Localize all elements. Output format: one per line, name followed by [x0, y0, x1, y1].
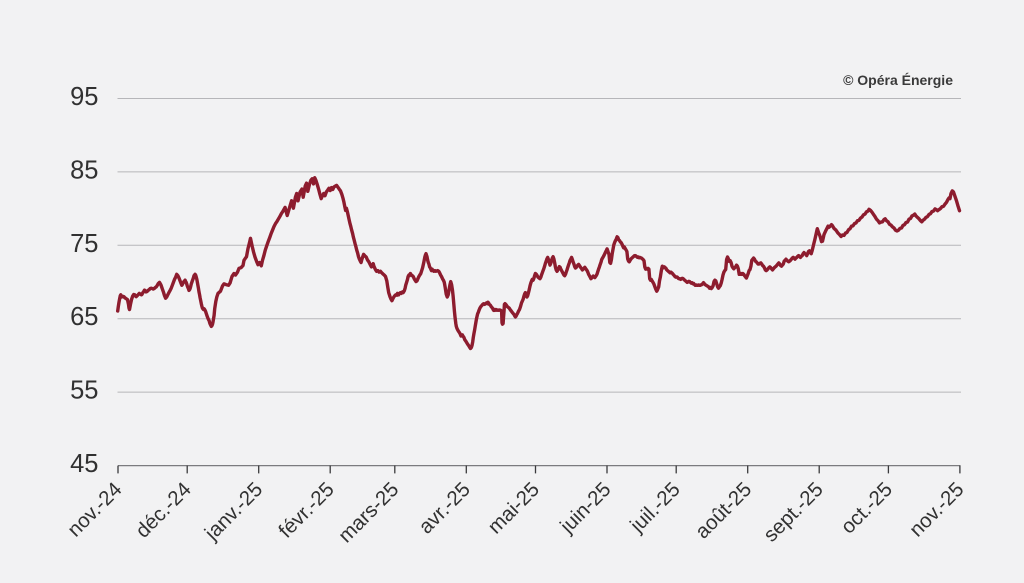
svg-text:55: 55: [70, 377, 98, 405]
svg-text:© Opéra Énergie: © Opéra Énergie: [843, 72, 953, 88]
svg-text:mars-25: mars-25: [334, 478, 403, 547]
svg-text:95: 95: [70, 83, 98, 111]
svg-text:85: 85: [70, 156, 98, 184]
svg-text:juin-25: juin-25: [555, 478, 615, 538]
svg-text:65: 65: [70, 303, 98, 331]
svg-text:août-25: août-25: [691, 478, 756, 543]
svg-text:févr.-25: févr.-25: [274, 478, 339, 543]
svg-text:janv.-25: janv.-25: [200, 478, 267, 545]
svg-text:nov.-25: nov.-25: [905, 478, 969, 542]
svg-text:oct.-25: oct.-25: [836, 478, 897, 539]
svg-text:déc.-24: déc.-24: [131, 478, 196, 543]
svg-text:nov.-24: nov.-24: [63, 478, 127, 542]
svg-text:75: 75: [70, 230, 98, 258]
svg-text:avr.-25: avr.-25: [414, 478, 475, 539]
svg-text:juil.-25: juil.-25: [625, 478, 685, 538]
svg-text:mai-25: mai-25: [483, 478, 544, 539]
svg-text:sept.-25: sept.-25: [759, 478, 828, 547]
svg-text:45: 45: [70, 450, 98, 478]
